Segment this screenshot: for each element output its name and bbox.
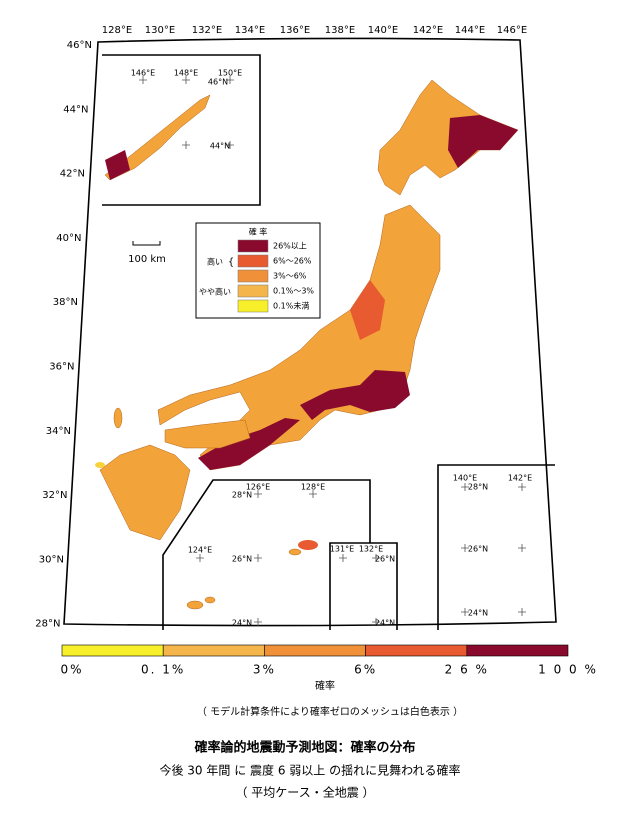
lat-label: 46°N (67, 40, 92, 51)
colorbar-segment (162, 644, 265, 657)
inset-label: 140°E (453, 474, 477, 483)
colorbar-tick: 0% (60, 663, 83, 677)
inset-frame (437, 464, 555, 630)
inset-label: 142°E (508, 474, 532, 483)
inset-label: 24°N (468, 609, 488, 618)
lon-label: 128°E (102, 25, 132, 36)
legend-swatch (237, 254, 269, 268)
lat-label: 34°N (46, 426, 71, 437)
legend-title: 確 率 (249, 227, 268, 237)
legend-group: やや高い (199, 287, 231, 297)
colorbar-tick: 0. 1% (141, 663, 185, 677)
inset-frame (162, 479, 398, 630)
colorbar-tick: 2 6 % (445, 663, 489, 677)
lon-label: 134°E (235, 25, 265, 36)
legend-swatch (237, 284, 269, 298)
lat-label: 32°N (42, 490, 67, 501)
inset-label: 26°N (375, 555, 395, 564)
lon-label: 144°E (455, 25, 485, 36)
lon-label: 130°E (145, 25, 175, 36)
legend-swatch (237, 269, 269, 283)
land (95, 79, 519, 610)
inset-label: 26°N (232, 555, 252, 564)
note: （ モデル計算条件により確率ゼロのメッシュは白色表示 ） (197, 705, 463, 718)
inset-label: 44°N (210, 142, 230, 151)
inset-label: 28°N (232, 491, 252, 500)
inset-label: 24°N (375, 619, 395, 628)
inset-label: 46°N (208, 78, 228, 87)
inset-frame (102, 54, 261, 206)
lon-label: 132°E (192, 25, 222, 36)
brace: { (228, 257, 234, 268)
lat-label: 36°N (49, 362, 74, 373)
inset-label: 131°E (330, 545, 354, 554)
inset-label: 28°N (468, 483, 488, 492)
subtitle: （ 平均ケース・全地震 ） (235, 785, 374, 800)
colorbar-segment (264, 644, 366, 657)
lon-label: 146°E (497, 25, 527, 36)
inset-label: 24°N (232, 619, 252, 628)
inset-label: 128°E (301, 483, 325, 492)
legend-label: 3%～6% (273, 272, 307, 281)
inset-label: 132°E (359, 545, 383, 554)
lon-label: 138°E (325, 25, 355, 36)
legend-group: 高い (207, 257, 223, 267)
lon-label: 142°E (413, 25, 443, 36)
inset-label: 26°N (468, 545, 488, 554)
colorbar-segment (466, 644, 569, 657)
lat-label: 40°N (56, 233, 81, 244)
colorbar-tick: 3% (253, 663, 276, 677)
lat-label: 38°N (53, 297, 78, 308)
inset-label: 148°E (174, 69, 198, 78)
lat-label: 44°N (63, 104, 88, 115)
inset-label: 146°E (131, 69, 155, 78)
lat-label: 42°N (60, 169, 85, 180)
subtitle: 今後 30 年間 に 震度 6 弱以上 の揺れに見舞われる確率 (159, 763, 460, 778)
legend-label: 26%以上 (273, 242, 307, 251)
colorbar-label: 確率 (315, 679, 335, 692)
legend-swatch (237, 299, 269, 313)
scale-bar (132, 241, 161, 246)
graticule-cross (139, 76, 526, 626)
map-frame (63, 37, 557, 627)
colorbar-tick: 1 0 0 % (538, 663, 598, 677)
lon-label: 136°E (280, 25, 310, 36)
lat-label: 30°N (39, 554, 64, 565)
inset-label: 124°E (188, 546, 212, 555)
colorbar-segment (365, 644, 468, 657)
scale-label: 100 km (128, 254, 166, 265)
legend-label: 0.1%未満 (273, 301, 309, 311)
lon-label: 140°E (368, 25, 398, 36)
colorbar-tick: 6% (354, 663, 377, 677)
lat-label: 28°N (35, 619, 60, 630)
colorbar-segment (61, 644, 164, 657)
inset-label: 126°E (246, 483, 270, 492)
inset-label: 150°E (218, 69, 242, 78)
legend-label: 6%～26% (273, 257, 312, 266)
legend-swatch (237, 239, 269, 253)
legend-label: 0.1%～3% (273, 287, 314, 296)
title: 確率論的地震動予測地図：確率の分布 (194, 740, 415, 756)
